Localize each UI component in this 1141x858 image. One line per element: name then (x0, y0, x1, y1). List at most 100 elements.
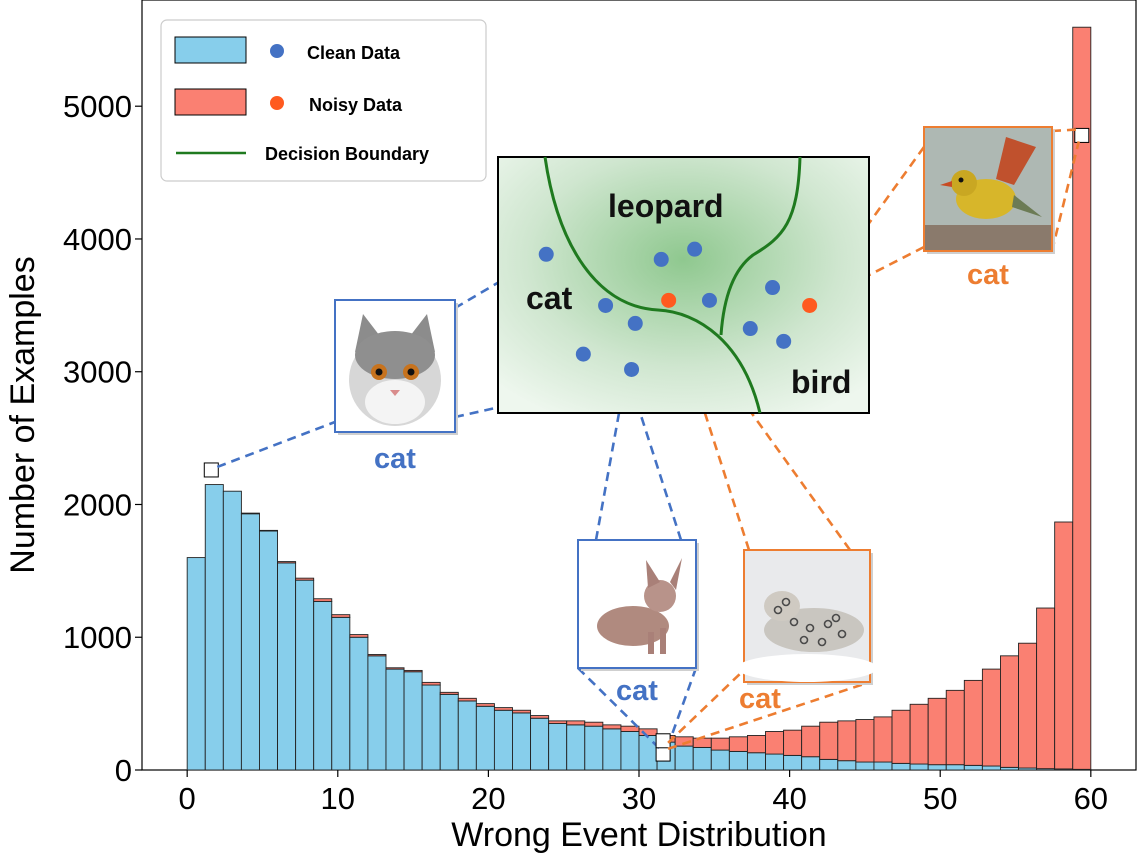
legend-entry-label: Noisy Data (309, 95, 403, 115)
inset-clean-point (776, 333, 792, 349)
legend-clean-dot (270, 44, 284, 58)
bar-clean (602, 728, 622, 771)
cat-pupil (375, 368, 383, 376)
leopard-spot (805, 623, 815, 633)
bar-noisy (602, 724, 622, 730)
bar-noisy (1036, 607, 1056, 770)
bars-layer (186, 26, 1092, 771)
bar-clean (945, 764, 965, 771)
bar-noisy (493, 707, 513, 711)
y-tick-label: 0 (115, 753, 132, 788)
inset-clean-point (575, 346, 591, 362)
bar-noisy (963, 679, 983, 766)
bar-noisy (259, 529, 278, 532)
inset-class-label: cat (526, 280, 573, 316)
inset-clean-point (701, 292, 717, 308)
inset-clean-point (742, 321, 758, 337)
axes-layer: 0 10 20 30 40 50 60 0 1000 2000 3000 4000 5000 (63, 89, 1108, 816)
inset-noisy-point (802, 297, 818, 313)
bar-noisy (819, 721, 839, 760)
bar-clean (204, 484, 224, 771)
bar-clean (493, 709, 513, 771)
inset-class-label: leopard (608, 188, 724, 224)
inset-clean-point (598, 297, 614, 313)
callout-marker (655, 746, 671, 762)
leopard-spot (823, 619, 833, 629)
y-tick-label: 3000 (63, 355, 132, 390)
inset-class-label: bird (791, 364, 851, 400)
bar-noisy (765, 731, 785, 755)
y-tick-label: 1000 (63, 620, 132, 655)
legend-clean-patch (174, 36, 247, 64)
bird-beak (940, 181, 952, 187)
bar-clean (674, 745, 694, 771)
sphynx-cat-photo (577, 539, 697, 669)
bar-clean (259, 530, 278, 771)
bird-perch (925, 225, 1051, 250)
bar-clean (873, 761, 893, 771)
cat-pupil (407, 368, 415, 376)
bar-clean (403, 671, 423, 771)
bar-clean (927, 764, 947, 771)
cat-nose (390, 390, 400, 396)
bar-clean (765, 753, 785, 771)
bar-noisy (475, 703, 495, 707)
legend-noisy-dot (270, 96, 284, 110)
bar-clean (981, 765, 1001, 771)
bar-clean (457, 700, 477, 771)
bar-noisy (277, 561, 297, 564)
bar-clean (222, 490, 242, 771)
callout-line (1050, 141, 1081, 252)
callout-line (604, 305, 683, 541)
bar-clean (548, 723, 568, 771)
callout-line (216, 420, 336, 469)
x-tick-label: 60 (1074, 781, 1108, 816)
bird-tail (1012, 195, 1042, 217)
inset-clean-point (627, 315, 643, 331)
bar-noisy (1072, 26, 1092, 770)
inset-clean-point (653, 251, 669, 267)
callout-line (454, 405, 501, 419)
callout-marker (655, 733, 671, 749)
bar-clean (385, 668, 405, 771)
bar-clean (566, 724, 586, 771)
leopard-spot (781, 597, 791, 607)
thumbnails-layer: cat cat cat cat (334, 126, 1055, 715)
bar-noisy (873, 716, 893, 763)
bar-noisy (385, 667, 405, 670)
bar-noisy (945, 689, 965, 766)
y-tick-label: 2000 (63, 487, 132, 522)
bar-noisy (746, 735, 766, 754)
leopard-spot (837, 629, 847, 639)
leopard-spot (789, 617, 799, 627)
sphynx-head (644, 580, 676, 612)
bar-clean (584, 725, 604, 771)
bar-noisy (909, 703, 929, 765)
bar-noisy (512, 709, 532, 714)
bar-clean (909, 763, 929, 771)
sphynx-ear (646, 560, 660, 588)
x-tick-label: 10 (321, 781, 355, 816)
bar-clean (801, 756, 821, 771)
x-tick-label: 0 (179, 781, 196, 816)
callout-line (667, 669, 745, 744)
inset-clean-point (765, 280, 781, 296)
bar-clean (512, 712, 532, 771)
inset-clean-point (624, 361, 640, 377)
bar-clean (746, 752, 766, 771)
bar-clean (186, 557, 206, 771)
bar-clean (349, 636, 369, 771)
callout-marker (1074, 127, 1090, 143)
bar-clean (421, 684, 441, 771)
callout-line (577, 667, 661, 749)
thumbnail-label: cat (374, 443, 416, 475)
bar-noisy (457, 697, 477, 702)
thumbnail-label: cat (616, 675, 658, 707)
thumbnail-label: cat (967, 259, 1009, 291)
x-tick-label: 30 (622, 781, 656, 816)
decision-boundary-curve (719, 156, 802, 336)
bar-noisy (927, 697, 947, 766)
y-axis-label: Number of Examples (4, 256, 42, 573)
bar-clean (240, 513, 260, 771)
